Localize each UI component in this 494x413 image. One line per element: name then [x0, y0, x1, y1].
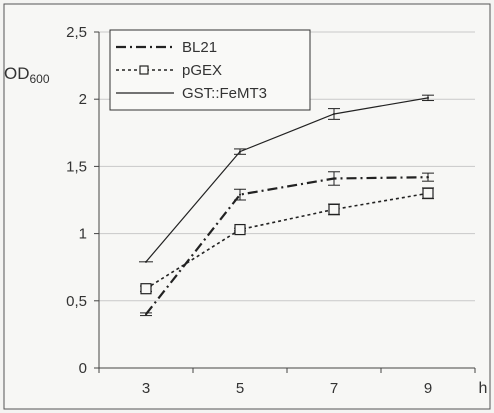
data-point	[427, 96, 429, 99]
data-point-marker	[140, 283, 152, 295]
data-point	[239, 193, 241, 196]
data-point	[145, 313, 147, 316]
series-gst-femt3	[139, 94, 434, 263]
x-tick-label: 9	[424, 380, 432, 397]
axes: 0 0,5 1 1,5 2 2,5 3 5 7 9 h OD600	[4, 24, 487, 397]
y-axis-label-subscript: 600	[30, 72, 50, 86]
series-pgex	[140, 187, 434, 295]
y-tick-label: 1,5	[66, 158, 87, 175]
data-point	[427, 176, 429, 179]
series-line	[145, 97, 429, 263]
data-point-marker	[422, 187, 434, 199]
y-tick-label: 1	[79, 226, 87, 243]
legend-label: pGEX	[182, 62, 222, 79]
series-line	[145, 176, 429, 315]
x-axis-label: h	[479, 380, 488, 397]
series-bl21	[140, 171, 434, 317]
y-tick-label: 2	[79, 91, 87, 108]
y-axis-label-main: OD	[4, 64, 30, 83]
data-point	[333, 177, 335, 180]
legend-marker	[139, 65, 149, 75]
series-line	[145, 192, 429, 290]
y-tick-label: 2,5	[66, 24, 87, 41]
series-layer	[139, 94, 434, 317]
data-point	[333, 112, 335, 115]
x-tick-label: 5	[236, 380, 244, 397]
y-tick-label: 0,5	[66, 293, 87, 310]
y-tick-label: 0	[79, 360, 87, 377]
x-tick-label: 7	[330, 380, 338, 397]
x-tick-label: 3	[142, 380, 150, 397]
legend-label: GST::FeMT3	[182, 85, 267, 102]
y-axis-label: OD600	[4, 64, 50, 86]
data-point	[145, 260, 147, 263]
legend-label: BL21	[182, 39, 217, 56]
data-point	[239, 150, 241, 153]
data-point-marker	[328, 203, 340, 216]
data-point-marker	[234, 223, 246, 236]
